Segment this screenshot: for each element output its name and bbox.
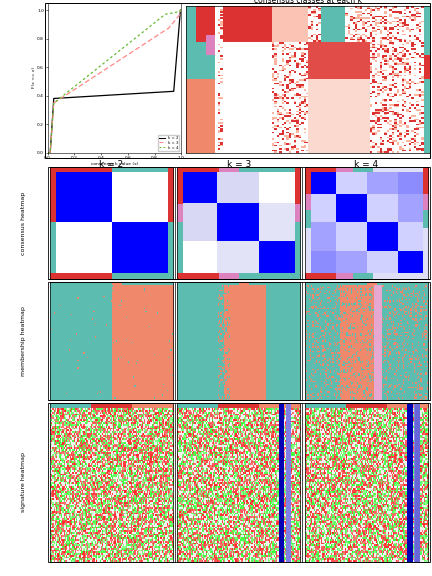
Title: consensus classes at each k: consensus classes at each k — [254, 0, 362, 5]
Title: ECDF: ECDF — [103, 0, 126, 2]
Y-axis label: F(x <= x): F(x <= x) — [32, 67, 36, 88]
Text: membership heatmap: membership heatmap — [21, 306, 26, 376]
Legend: k = 2, k = 3, k = 4: k = 2, k = 3, k = 4 — [158, 135, 179, 151]
Text: k = 4: k = 4 — [354, 160, 378, 169]
Text: signature heatmap: signature heatmap — [21, 452, 26, 513]
Text: consensus heatmap: consensus heatmap — [21, 192, 26, 255]
Text: k = 2: k = 2 — [99, 160, 123, 169]
X-axis label: consensus k value (x): consensus k value (x) — [91, 161, 138, 165]
Text: k = 3: k = 3 — [226, 160, 251, 169]
